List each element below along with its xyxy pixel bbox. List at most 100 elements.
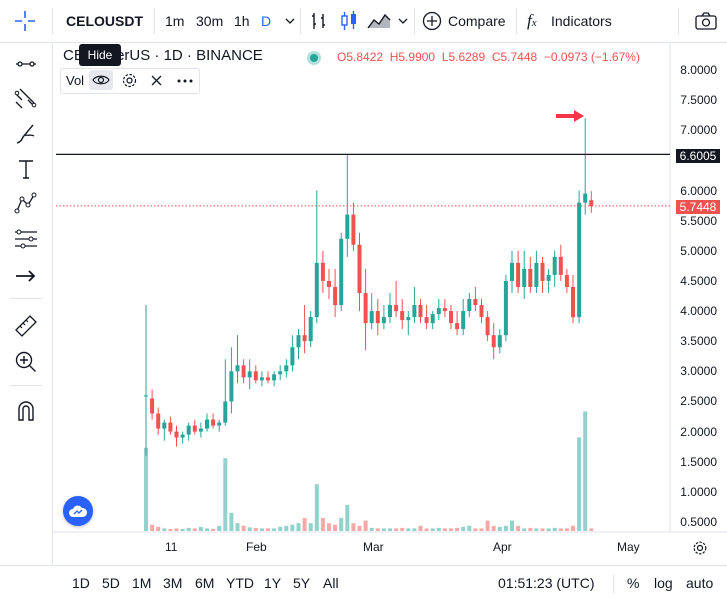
bar-style-icon[interactable]	[308, 10, 330, 32]
indicators-button[interactable]: Indicators	[551, 13, 612, 29]
candle-body	[266, 377, 270, 381]
volume-bar	[235, 523, 240, 531]
range-3m[interactable]: 3M	[163, 575, 183, 591]
arrow-icon[interactable]	[13, 263, 39, 289]
hide-tooltip: Hide	[79, 44, 121, 66]
range-1m[interactable]: 1M	[132, 575, 152, 591]
fx-icon[interactable]: fx	[527, 11, 537, 30]
candle-body	[351, 214, 356, 245]
chevron-down-icon[interactable]	[285, 16, 295, 26]
candle-body	[571, 286, 575, 318]
ruler-icon[interactable]	[13, 313, 39, 339]
volume-bar	[333, 524, 338, 531]
compare-button[interactable]: Compare	[448, 13, 506, 29]
price-tick-label: 4.5000	[680, 273, 717, 288]
settings-gear-icon[interactable]	[121, 72, 138, 89]
volume-bar	[272, 528, 277, 531]
low-value: L5.6289	[441, 50, 486, 64]
volume-bar	[589, 528, 594, 531]
volume-bar	[424, 528, 429, 531]
tradingview-logo[interactable]	[63, 496, 93, 526]
candle-body	[461, 311, 466, 330]
eye-icon[interactable]	[92, 72, 110, 88]
log-toggle[interactable]: log	[654, 575, 673, 591]
volume-bar	[388, 528, 392, 531]
candle-body	[211, 419, 216, 426]
range-1y[interactable]: 1Y	[264, 575, 282, 591]
interval-1m[interactable]: 1m	[165, 13, 185, 29]
volume-bar	[241, 525, 246, 531]
brush-icon[interactable]	[13, 121, 39, 147]
range-6m[interactable]: 6M	[195, 575, 215, 591]
candle-body	[491, 335, 496, 348]
open-value: O5.8422	[337, 50, 384, 64]
volume-bar	[144, 447, 148, 531]
candle-body	[522, 268, 527, 287]
range-5y[interactable]: 5Y	[293, 575, 311, 591]
fib-tools-icon[interactable]	[13, 86, 39, 112]
candle-body	[345, 214, 350, 239]
candle-body	[552, 256, 557, 275]
zoom-in-icon[interactable]	[13, 349, 39, 375]
patterns-icon[interactable]	[13, 191, 39, 217]
percent-toggle[interactable]: %	[627, 575, 640, 591]
interval-30m[interactable]: 30m	[196, 13, 224, 29]
close-icon[interactable]	[150, 74, 163, 87]
candle-body	[235, 365, 240, 372]
utc-clock[interactable]: 01:51:23 (UTC)	[498, 575, 595, 591]
candle-body	[564, 274, 569, 287]
chevron-down-icon[interactable]	[398, 16, 408, 26]
volume-bar	[375, 528, 380, 531]
candle-body	[339, 238, 344, 306]
interval-d[interactable]: D	[261, 13, 272, 29]
chart-settings-icon[interactable]	[692, 540, 708, 556]
candle-body	[558, 256, 563, 275]
candle-body	[314, 262, 319, 318]
price-tick-label: 7.5000	[680, 93, 717, 108]
text-icon[interactable]	[13, 156, 39, 182]
volume-bar	[266, 528, 270, 531]
crosshair-icon[interactable]	[14, 10, 36, 32]
volume-bar	[461, 526, 466, 531]
volume-bar	[363, 520, 368, 531]
volume-bar	[162, 528, 167, 531]
price-chart[interactable]	[0, 43, 727, 563]
candle-body	[253, 371, 258, 381]
candle-body	[174, 431, 179, 438]
candle-style-icon[interactable]	[338, 10, 360, 32]
volume-bar	[406, 528, 411, 531]
auto-toggle[interactable]: auto	[686, 575, 714, 591]
price-tick-label: 3.0000	[680, 364, 717, 379]
candle-body	[497, 335, 502, 348]
range-ytd[interactable]: YTD	[226, 575, 254, 591]
trend-line-icon[interactable]	[13, 51, 39, 77]
volume-bar	[546, 528, 551, 531]
range-all[interactable]: All	[323, 575, 339, 591]
range-5d[interactable]: 5D	[102, 575, 120, 591]
prediction-icon[interactable]	[13, 226, 39, 252]
horizontal-line-price-label: 6.6005	[676, 149, 720, 163]
candle-body	[186, 425, 191, 435]
interval-1h[interactable]: 1h	[234, 13, 250, 29]
volume-bar	[467, 525, 472, 531]
plus-circle-icon[interactable]	[422, 11, 442, 31]
volume-bar	[229, 512, 234, 531]
ohlc-values: O5.8422 H5.9900 L5.6289 C5.7448 −0.0973 …	[337, 50, 640, 64]
range-1d[interactable]: 1D	[72, 575, 90, 591]
candle-body	[369, 311, 374, 324]
volume-bar	[168, 528, 173, 531]
area-style-icon[interactable]	[366, 10, 392, 32]
magnet-icon[interactable]	[13, 398, 39, 424]
volume-bar	[174, 528, 179, 531]
camera-icon[interactable]	[694, 11, 718, 31]
volume-bar	[308, 523, 313, 531]
market-status-icon[interactable]	[306, 50, 322, 66]
candle-body	[150, 398, 155, 414]
more-icon[interactable]	[176, 78, 194, 84]
high-value: H5.9900	[389, 50, 436, 64]
candle-body	[284, 365, 289, 372]
candle-body	[400, 311, 405, 321]
volume-bar	[156, 526, 161, 531]
volume-bar	[150, 524, 155, 531]
symbol-search[interactable]: CELOUSDT	[66, 13, 143, 29]
